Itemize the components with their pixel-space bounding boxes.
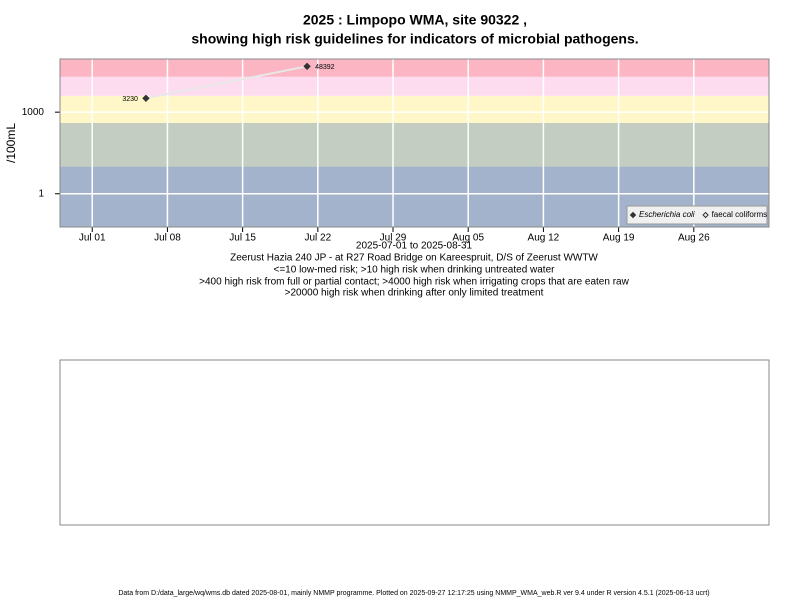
legend-marker — [702, 211, 709, 219]
plot-frame — [59, 58, 770, 228]
risk-band — [60, 59, 769, 77]
y-axis-label: /100mL — [4, 123, 18, 163]
x-tick-label: Jul 01 — [79, 233, 106, 244]
note: <=10 low-med risk; >10 high risk when dr… — [274, 265, 556, 276]
x-tick-label: Jul 22 — [304, 233, 331, 244]
legend-label: faecal coliforms — [712, 210, 768, 219]
x-tick-label: Jul 08 — [154, 233, 181, 244]
note: Zeerust Hazia 240 JP - at R27 Road Bridg… — [230, 253, 598, 264]
empty-panel — [59, 359, 770, 526]
data-label: 48392 — [315, 64, 335, 71]
note: >20000 high risk when drinking after onl… — [285, 288, 544, 299]
series-line — [145, 65, 308, 100]
risk-band — [60, 95, 769, 123]
y-tick-label: 1000 — [22, 107, 45, 118]
data-point — [142, 94, 150, 103]
legend-box — [626, 205, 768, 225]
data-point — [303, 62, 311, 71]
x-tick-label: Aug 05 — [452, 233, 484, 244]
legend-marker — [629, 211, 637, 219]
x-tick-label: Aug 12 — [528, 233, 560, 244]
chart-title: 2025 : Limpopo WMA, site 90322 , — [303, 12, 527, 28]
x-tick-label: Jul 15 — [229, 233, 256, 244]
x-axis-label: 2025-07-01 to 2025-08-31 — [356, 241, 473, 252]
x-tick-label: Aug 19 — [603, 233, 635, 244]
footer: Data from D:/data_large/wq/wms.db dated … — [118, 590, 709, 597]
risk-band — [60, 76, 769, 96]
note: >400 high risk from full or partial cont… — [199, 277, 629, 288]
risk-band — [60, 122, 769, 167]
x-tick-label: Jul 29 — [380, 233, 407, 244]
y-tick-label: 1 — [38, 188, 44, 199]
x-tick-label: Aug 26 — [678, 233, 710, 244]
data-label: 3230 — [122, 96, 138, 103]
legend-label: Escherichia coli — [639, 210, 695, 219]
chart-title: showing high risk guidelines for indicat… — [191, 31, 638, 47]
